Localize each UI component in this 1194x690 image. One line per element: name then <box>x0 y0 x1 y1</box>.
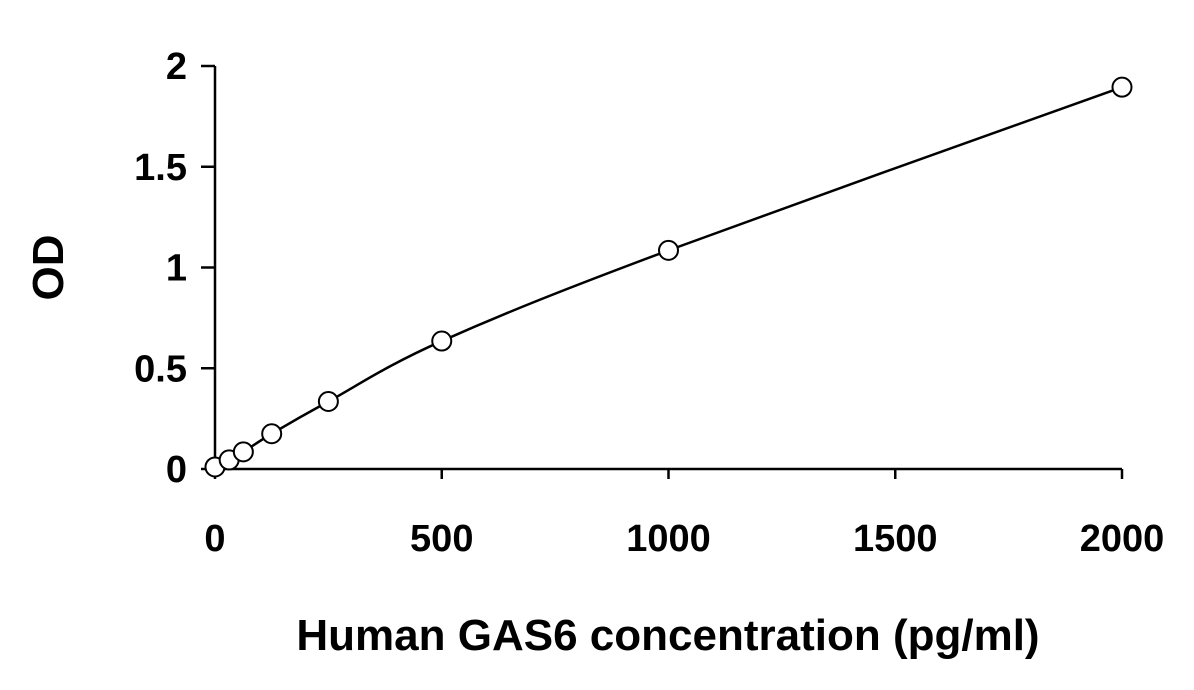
data-point <box>658 239 679 261</box>
data-points <box>204 76 1133 478</box>
y-tick-label: 0 <box>166 449 187 491</box>
x-axis-title: Human GAS6 concentration (pg/ml) <box>296 611 1039 660</box>
axes <box>213 66 1122 471</box>
fit-curve <box>214 85 1123 469</box>
data-point <box>1111 76 1133 98</box>
y-tick-label: 2 <box>166 46 187 88</box>
tick-marks <box>201 64 1124 479</box>
x-tick-labels: 0 500 1000 1500 2000 <box>204 518 1164 560</box>
y-tick-label: 1.5 <box>134 147 187 189</box>
data-point <box>261 423 283 445</box>
y-tick-label: 0.5 <box>134 348 187 390</box>
x-tick-label: 2000 <box>1080 518 1165 560</box>
x-tick-label: 1000 <box>626 518 711 560</box>
x-tick-label: 1500 <box>853 518 938 560</box>
y-axis-title: OD <box>24 235 73 301</box>
data-point <box>232 441 254 463</box>
y-tick-label: 1 <box>166 248 187 290</box>
x-tick-label: 500 <box>410 518 473 560</box>
x-tick-label: 0 <box>204 518 225 560</box>
data-point <box>317 390 339 412</box>
data-point <box>431 330 453 352</box>
y-tick-labels: 0 0.5 1 1.5 2 <box>134 46 187 491</box>
